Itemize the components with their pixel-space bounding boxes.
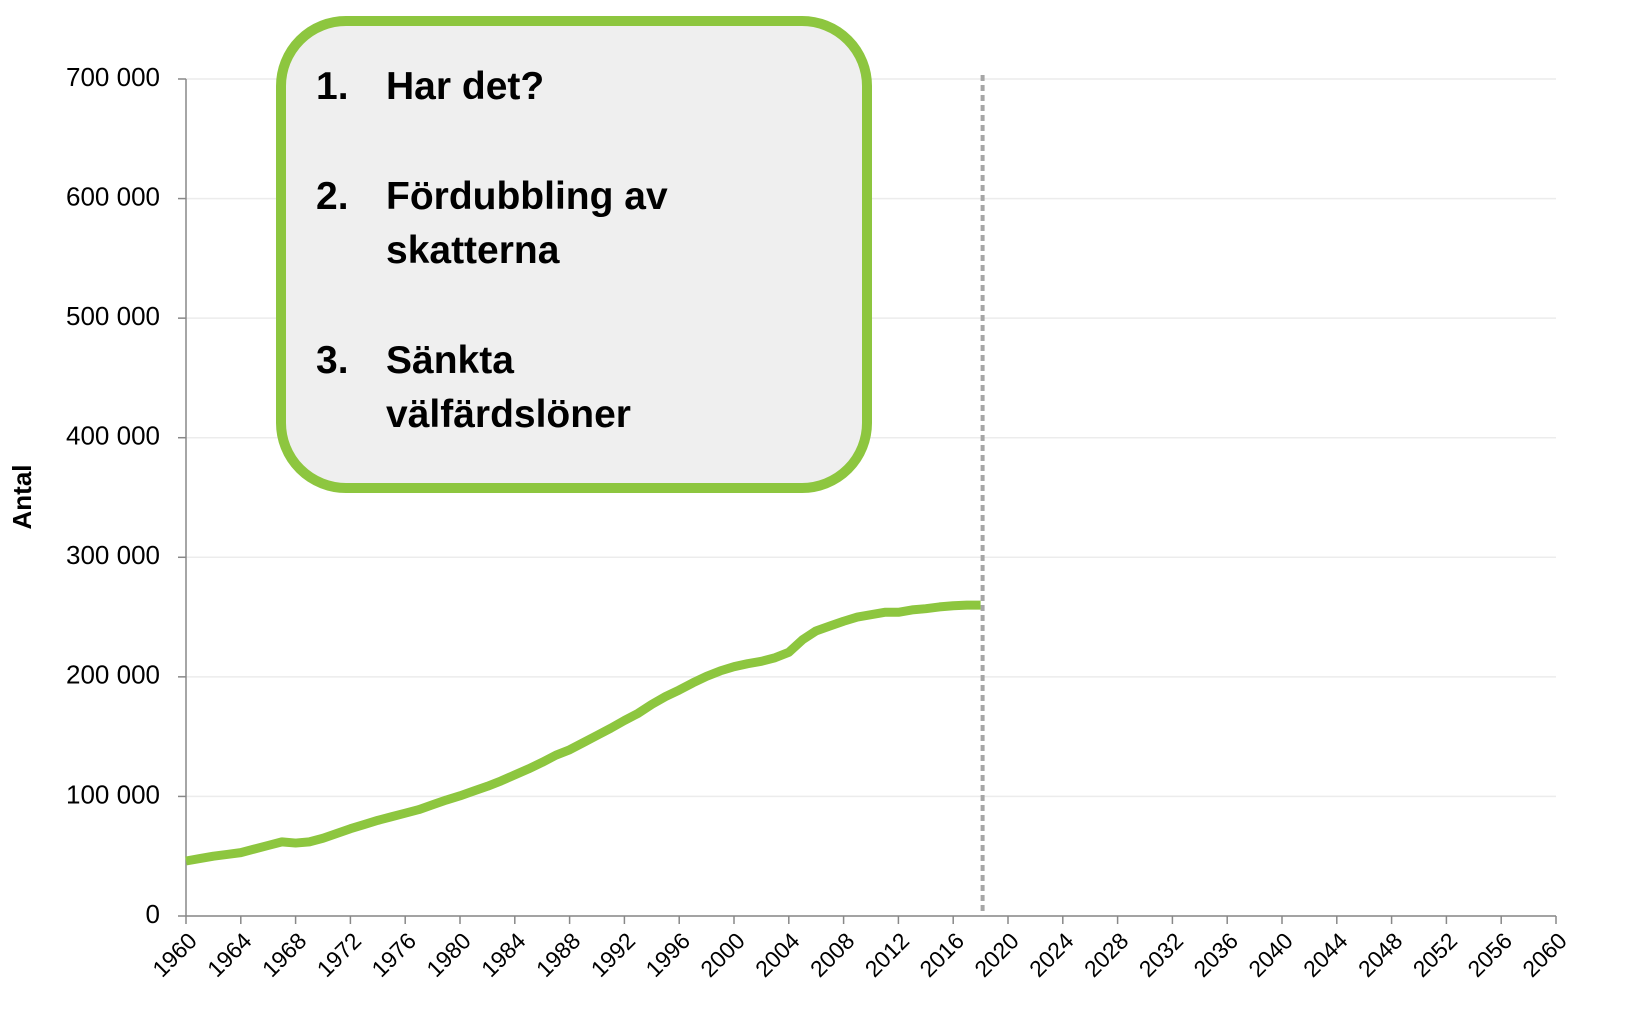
x-tick-label: 1972 xyxy=(312,927,367,982)
x-tick-label: 2008 xyxy=(805,927,860,982)
x-tick-label: 2040 xyxy=(1243,927,1298,982)
annotation-item: 3. Sänkta välfärdslöner xyxy=(316,334,862,442)
item-text: Sänkta välfärdslöner xyxy=(386,339,631,436)
y-tick-label: 400 000 xyxy=(66,421,160,451)
y-tick-label: 600 000 xyxy=(66,181,160,211)
x-tick-label: 2016 xyxy=(914,927,969,982)
x-tick-label: 2044 xyxy=(1298,927,1353,982)
x-tick-label: 2036 xyxy=(1188,927,1243,982)
x-tick-label: 2048 xyxy=(1353,927,1408,982)
annotation-box: 1. Har det? 2. Fördubbling av skatterna 3. Sä… xyxy=(276,16,872,493)
item-number: 2. xyxy=(316,175,349,218)
item-number: 3. xyxy=(316,339,349,382)
x-tick-label: 2020 xyxy=(969,927,1024,982)
y-tick-label: 500 000 xyxy=(66,301,160,331)
y-tick-label: 200 000 xyxy=(66,660,160,690)
y-tick-label: 700 000 xyxy=(66,62,160,92)
item-text: Fördubbling av skatterna xyxy=(386,175,668,272)
x-tick-label: 1996 xyxy=(640,927,695,982)
x-tick-label: 1964 xyxy=(202,927,257,982)
x-tick-label: 1968 xyxy=(257,927,312,982)
x-tick-label: 1992 xyxy=(586,927,641,982)
x-tick-label: 2060 xyxy=(1517,927,1572,982)
x-tick-label: 2012 xyxy=(860,927,915,982)
x-tick-label: 2056 xyxy=(1462,927,1517,982)
x-tick-label: 2052 xyxy=(1408,927,1463,982)
x-tick-label: 1988 xyxy=(531,927,586,982)
y-tick-label: 100 000 xyxy=(66,779,160,809)
item-text: Har det? xyxy=(386,65,545,108)
x-tick-label: 2004 xyxy=(750,927,805,982)
item-number: 1. xyxy=(316,65,349,108)
x-tick-label: 1984 xyxy=(476,927,531,982)
y-axis-label: Antal xyxy=(7,465,37,530)
x-tick-label: 2032 xyxy=(1134,927,1189,982)
y-tick-label: 300 000 xyxy=(66,540,160,570)
x-tick-label: 1976 xyxy=(366,927,421,982)
x-tick-label: 2000 xyxy=(695,927,750,982)
y-tick-label: 0 xyxy=(146,899,160,929)
data-line xyxy=(185,600,981,866)
annotation-item: 2. Fördubbling av skatterna xyxy=(316,170,862,278)
x-tick-label: 2028 xyxy=(1079,927,1134,982)
x-tick-label: 1960 xyxy=(147,927,202,982)
x-tick-label: 2024 xyxy=(1024,927,1079,982)
annotation-item: 1. Har det? xyxy=(316,60,862,114)
x-tick-label: 1980 xyxy=(421,927,476,982)
